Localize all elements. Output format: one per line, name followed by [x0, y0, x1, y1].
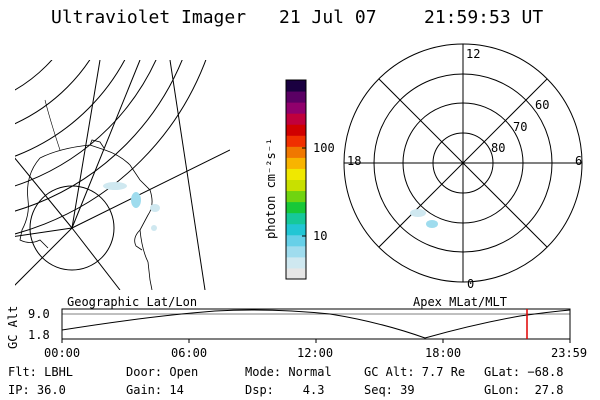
mlt-label-6: 6: [575, 154, 583, 168]
meridian-line: [15, 227, 73, 286]
emission-patch: [151, 225, 157, 231]
colorbar-swatch: [286, 179, 306, 192]
colorbar-swatch: [286, 91, 306, 103]
aurora-emission: [103, 182, 160, 231]
instrument-title: Ultraviolet Imager: [51, 7, 247, 28]
colorbar-frame: [285, 79, 307, 280]
ip-readout: IP: 36.0: [8, 383, 66, 397]
meridian-line: [71, 60, 101, 229]
meridian-line: [15, 157, 73, 229]
dsp-readout: Dsp: 4.3: [245, 383, 325, 397]
glat-readout: GLat: −68.8: [484, 365, 564, 379]
latitude-arc: [15, 60, 207, 235]
colorbar-swatch: [286, 157, 306, 169]
colorbar-swatch: [286, 102, 306, 114]
meridian-line: [71, 227, 121, 290]
colorbar-swatch: [286, 223, 306, 236]
geographic-map: [15, 60, 230, 290]
colorbar-swatch: [286, 135, 306, 147]
colorbar-tick-100: 100: [313, 141, 335, 155]
apex-label: Apex MLat/MLT: [413, 295, 507, 309]
meridian-line: [15, 227, 73, 237]
coastline: [39, 144, 153, 290]
colorbar-swatch: [286, 80, 306, 92]
colorbar-tick-10: 10: [313, 229, 328, 243]
pole-circle: [29, 185, 115, 271]
colorbar-swatch: [286, 146, 306, 158]
filter-readout: Flt: LBHL: [8, 365, 74, 379]
colorbar-unit-label: photon cm⁻²s⁻¹: [264, 137, 278, 239]
gc-alt-readout: GC Alt: 7.7 Re: [364, 365, 466, 379]
latitude-arc: [15, 60, 157, 187]
time-tick-2359: 23:59: [551, 346, 588, 360]
colorbar-swatch: [286, 267, 306, 280]
latitude-arc: [15, 60, 53, 91]
emission-patch: [131, 192, 141, 208]
lat-label-60: 60: [535, 98, 550, 112]
emission-patch: [150, 204, 160, 212]
time-tick-0000: 00:00: [44, 346, 81, 360]
colorbar: [285, 79, 307, 280]
meridian-line: [71, 60, 141, 229]
mlt-label-12: 12: [466, 47, 481, 61]
emission-patch: [103, 182, 127, 190]
altitude-tick-1-8: 1.8: [28, 328, 50, 342]
altitude-plot: [61, 308, 571, 343]
lat-label-70: 70: [513, 120, 528, 134]
meridian-line: [169, 60, 206, 290]
gain-readout: Gain: 14: [126, 383, 184, 397]
time-tick-0600: 06:00: [171, 346, 208, 360]
lat-label-80: 80: [491, 141, 506, 155]
sequence-readout: Seq: 39: [364, 383, 415, 397]
plot-frame: [61, 308, 571, 340]
colorbar-swatch: [286, 168, 306, 180]
coastline: [89, 139, 105, 149]
colorbar-swatch: [286, 212, 306, 225]
altitude-axis-label: GC Alt: [6, 305, 20, 349]
colorbar-swatch: [286, 124, 306, 136]
colorbar-swatch: [286, 201, 306, 214]
latitude-arc: [15, 60, 183, 212]
latitude-arc: [15, 60, 91, 125]
mlt-label-18: 18: [347, 154, 362, 168]
observation-time: 21:59:53 UT: [424, 7, 544, 28]
meridian-line: [71, 149, 230, 229]
polar-map: [343, 43, 583, 283]
colorbar-swatch: [286, 113, 306, 125]
altitude-curve: [61, 309, 571, 339]
colorbar-swatch: [286, 256, 306, 269]
coastline: [44, 99, 61, 151]
colorbar-swatch: [286, 190, 306, 203]
altitude-tick-9: 9.0: [28, 307, 50, 321]
coastline: [134, 229, 143, 251]
mlt-label-0: 0: [467, 277, 475, 291]
polar-aurora: [410, 209, 438, 228]
colorbar-swatch: [286, 245, 306, 258]
time-tick-1200: 12:00: [297, 346, 334, 360]
mode-readout: Mode: Normal: [245, 365, 332, 379]
colorbar-swatch: [286, 234, 306, 247]
door-readout: Door: Open: [126, 365, 199, 379]
geographic-label: Geographic Lat/Lon: [67, 295, 198, 309]
emission-patch: [426, 220, 438, 228]
observation-date: 21 Jul 07: [279, 7, 377, 28]
emission-patch: [410, 209, 426, 217]
coastline: [19, 157, 49, 249]
glon-readout: GLon: 27.8: [484, 383, 564, 397]
time-tick-1800: 18:00: [425, 346, 462, 360]
mlt-meridian: [378, 78, 548, 248]
